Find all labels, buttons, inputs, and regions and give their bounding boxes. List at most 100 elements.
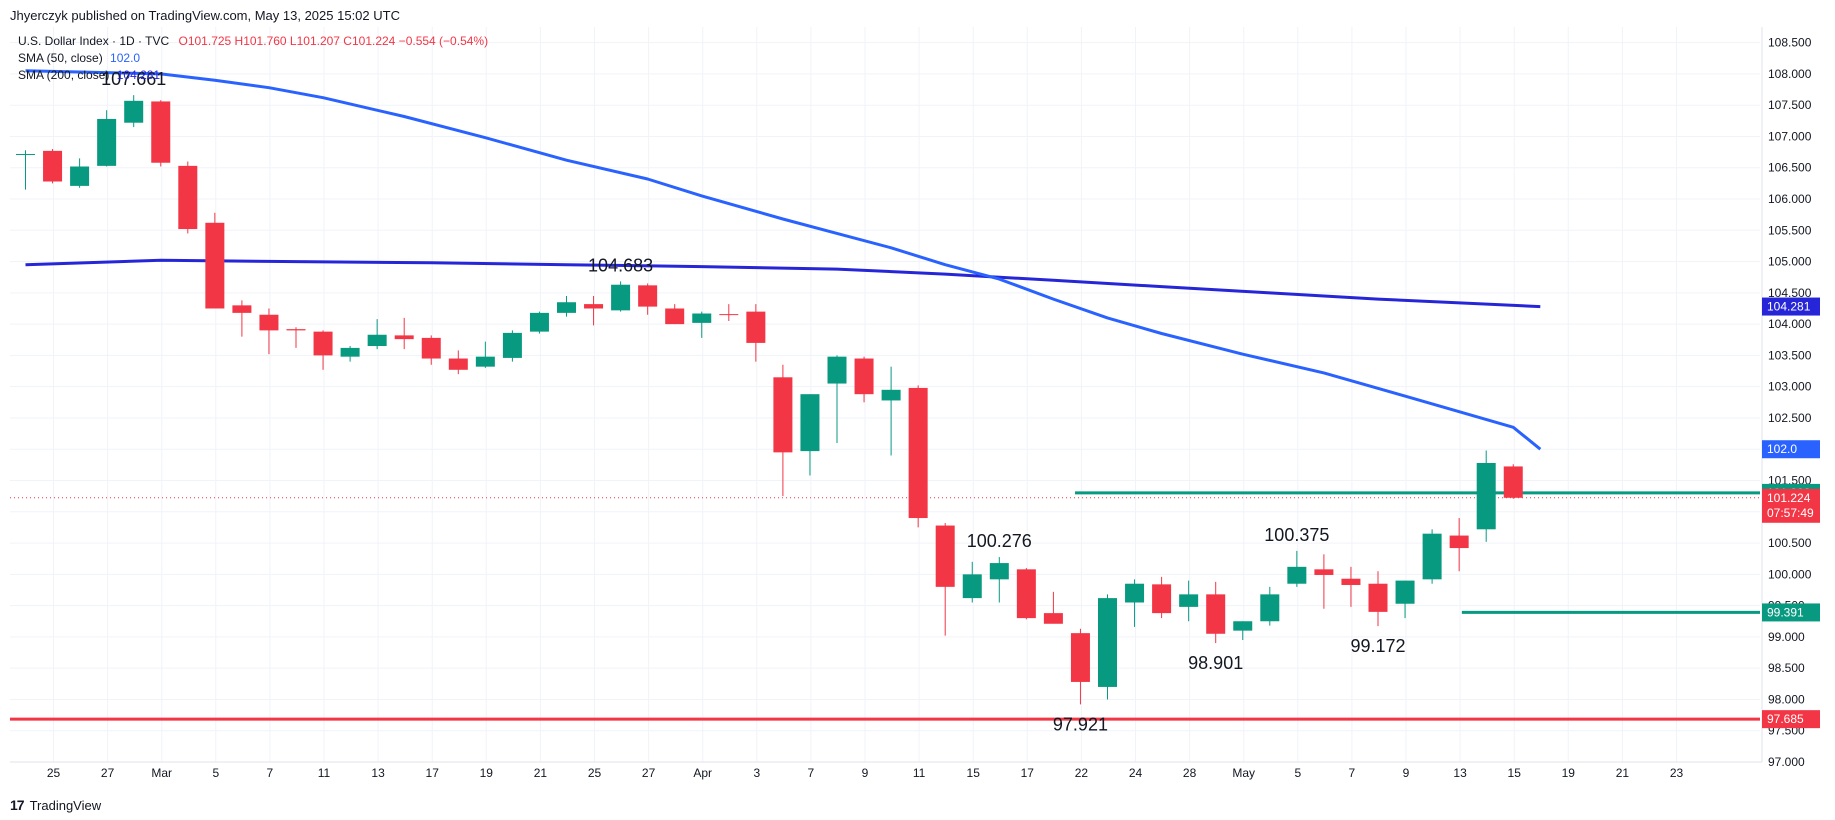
candle-body[interactable]: [1341, 578, 1361, 585]
y-tick-label: 103.000: [1768, 380, 1812, 394]
price-annotation: 97.921: [1053, 714, 1108, 734]
candle-body[interactable]: [935, 525, 955, 587]
candle-body[interactable]: [529, 312, 549, 332]
candle-body[interactable]: [97, 118, 117, 166]
x-tick-label: 19: [480, 766, 494, 780]
sma50-axis-tag-bg: [1762, 440, 1820, 459]
x-tick-label: 21: [1616, 766, 1630, 780]
x-tick-label: 7: [808, 766, 815, 780]
candle-body[interactable]: [1233, 621, 1253, 631]
price-annotation: 107.661: [101, 69, 166, 89]
candle-body[interactable]: [259, 314, 279, 331]
candle-body[interactable]: [1179, 594, 1199, 607]
candle-body[interactable]: [1395, 580, 1415, 604]
candle-body[interactable]: [151, 101, 171, 163]
candle-body[interactable]: [800, 394, 820, 452]
candle-body[interactable]: [989, 563, 1009, 580]
candle-body[interactable]: [638, 285, 658, 307]
candle-body[interactable]: [1070, 633, 1090, 682]
candle-body[interactable]: [394, 335, 414, 340]
x-tick-label: 23: [1670, 766, 1684, 780]
candle-body[interactable]: [1152, 584, 1172, 614]
candle-body[interactable]: [448, 358, 468, 370]
x-tick-label: 5: [212, 766, 219, 780]
candle-body[interactable]: [1016, 569, 1036, 619]
candle-body[interactable]: [286, 329, 306, 331]
candle-body[interactable]: [854, 358, 874, 395]
candle-body[interactable]: [178, 165, 198, 230]
candle-body[interactable]: [205, 222, 225, 309]
support-axis-tag: 99.391: [1767, 605, 1804, 619]
y-tick-label: 108.500: [1768, 36, 1812, 50]
candle-body[interactable]: [1503, 466, 1523, 498]
candle-body[interactable]: [1098, 598, 1117, 687]
legend-sma200-row[interactable]: SMA (200, close) 104.281: [18, 68, 160, 82]
candle-body[interactable]: [611, 284, 631, 311]
x-tick-label: May: [1232, 766, 1255, 780]
symbol-label[interactable]: U.S. Dollar Index · 1D · TVC: [18, 34, 170, 48]
bar-countdown: 07:57:49: [1767, 506, 1814, 520]
candle-body[interactable]: [908, 387, 928, 519]
y-tick-label: 100.000: [1768, 567, 1812, 581]
sma200-axis-tag-bg: [1762, 297, 1820, 316]
sma200-line[interactable]: [25, 258, 1541, 309]
y-tick-label: 104.500: [1768, 286, 1812, 300]
x-tick-label: 21: [534, 766, 548, 780]
low-axis-tag-bg: [1762, 710, 1820, 729]
candle-body[interactable]: [421, 337, 441, 359]
candle-body[interactable]: [1260, 594, 1280, 622]
support-axis-tag-bg: [1762, 603, 1820, 622]
candle-body[interactable]: [43, 150, 63, 182]
x-tick-label: 22: [1075, 766, 1089, 780]
price-annotation: 100.375: [1264, 525, 1329, 545]
sma200-label: SMA (200, close): [18, 68, 110, 82]
x-tick-label: 15: [967, 766, 981, 780]
footer-brand[interactable]: 17 TradingView: [10, 797, 101, 813]
candle-body[interactable]: [16, 153, 35, 155]
candle-body[interactable]: [665, 308, 685, 325]
candle-body[interactable]: [1368, 583, 1388, 612]
candle-body[interactable]: [1206, 594, 1226, 634]
x-tick-label: 24: [1129, 766, 1143, 780]
candle-body[interactable]: [719, 314, 739, 316]
current-price-tag-bg: [1762, 488, 1820, 523]
sma50-value: 102.0: [110, 51, 141, 65]
x-tick-label: 13: [371, 766, 385, 780]
candle-body[interactable]: [557, 302, 576, 313]
sma50-label: SMA (50, close): [18, 51, 103, 65]
candle-body[interactable]: [70, 166, 90, 186]
sma200-axis-tag: 104.281: [1767, 300, 1811, 314]
published-by-text: Jhyerczyk published on TradingView.com, …: [10, 8, 400, 23]
candle-body[interactable]: [340, 347, 360, 357]
x-tick-label: Apr: [693, 766, 712, 780]
x-tick-label: 7: [267, 766, 274, 780]
x-tick-label: 13: [1453, 766, 1467, 780]
candle-body[interactable]: [584, 304, 604, 309]
candle-body[interactable]: [827, 356, 847, 384]
candle-body[interactable]: [773, 377, 793, 453]
ohlc-values: O101.725 H101.760 L101.207 C101.224 −0.5…: [178, 34, 489, 48]
candle-body[interactable]: [1449, 535, 1469, 549]
candle-body[interactable]: [746, 311, 766, 343]
candle-body[interactable]: [881, 389, 901, 401]
candle-body[interactable]: [232, 305, 252, 313]
y-tick-label: 107.500: [1768, 98, 1812, 112]
candle-body[interactable]: [1043, 613, 1063, 624]
x-tick-label: 3: [753, 766, 760, 780]
legend-sma50-row[interactable]: SMA (50, close) 102.0: [18, 51, 140, 65]
candle-body[interactable]: [1287, 566, 1307, 584]
sma200-value: 104.281: [116, 68, 161, 82]
candle-body[interactable]: [1314, 569, 1334, 575]
candle-body[interactable]: [1476, 462, 1496, 530]
candle-body[interactable]: [124, 100, 144, 123]
sma50-line[interactable]: [25, 69, 1542, 451]
candle-body[interactable]: [313, 331, 333, 356]
candle-body[interactable]: [1422, 533, 1442, 580]
candle-body[interactable]: [367, 334, 387, 347]
candle-body[interactable]: [1125, 583, 1145, 603]
candle-body[interactable]: [502, 332, 522, 358]
candle-body[interactable]: [692, 313, 712, 323]
candle-body[interactable]: [475, 356, 495, 367]
candle-body[interactable]: [962, 574, 982, 599]
